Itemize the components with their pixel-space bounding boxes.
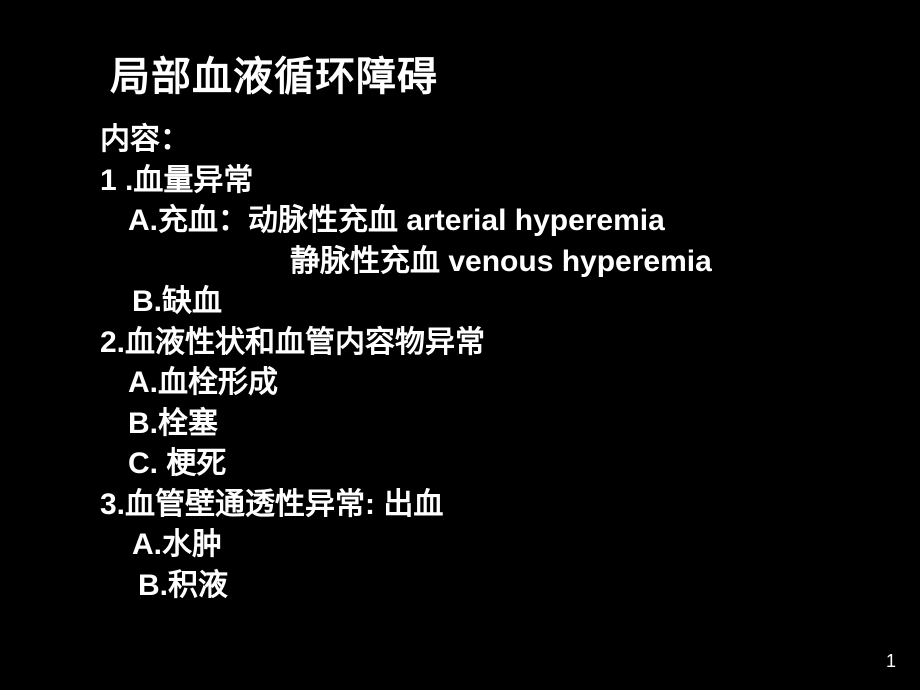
- section-2: 2.血液性状和血管内容物异常: [100, 323, 712, 364]
- section-2a: A.血栓形成: [100, 363, 712, 404]
- section-1b: B.缺血: [100, 282, 712, 323]
- section-3b: B.积液: [100, 566, 712, 607]
- slide: 局部血液循环障碍 内容： 1 .血量异常 A.充血：动脉性充血 arterial…: [0, 0, 920, 690]
- section-3: 3.血管壁通透性异常: 出血: [100, 485, 712, 526]
- section-1a-en: arterial hyperemia: [406, 204, 664, 237]
- slide-title: 局部血液循环障碍: [110, 44, 438, 102]
- section-2c: C. 梗死: [100, 444, 712, 485]
- contents-label: 内容：: [100, 120, 712, 161]
- section-1a: A.充血：动脉性充血 arterial hyperemia: [100, 201, 712, 242]
- section-3a: A.水肿: [100, 525, 712, 566]
- page-number: 1: [886, 651, 896, 672]
- section-1: 1 .血量异常: [100, 161, 712, 202]
- slide-body: 内容： 1 .血量异常 A.充血：动脉性充血 arterial hyperemi…: [100, 120, 712, 606]
- section-1a2-cn: 静脉性充血: [290, 245, 448, 278]
- section-1a-cn: A.充血：动脉性充血: [128, 204, 406, 237]
- section-1a2-en: venous hyperemia: [448, 245, 711, 278]
- section-2b: B.栓塞: [100, 404, 712, 445]
- section-1a-line2: 静脉性充血 venous hyperemia: [100, 242, 712, 283]
